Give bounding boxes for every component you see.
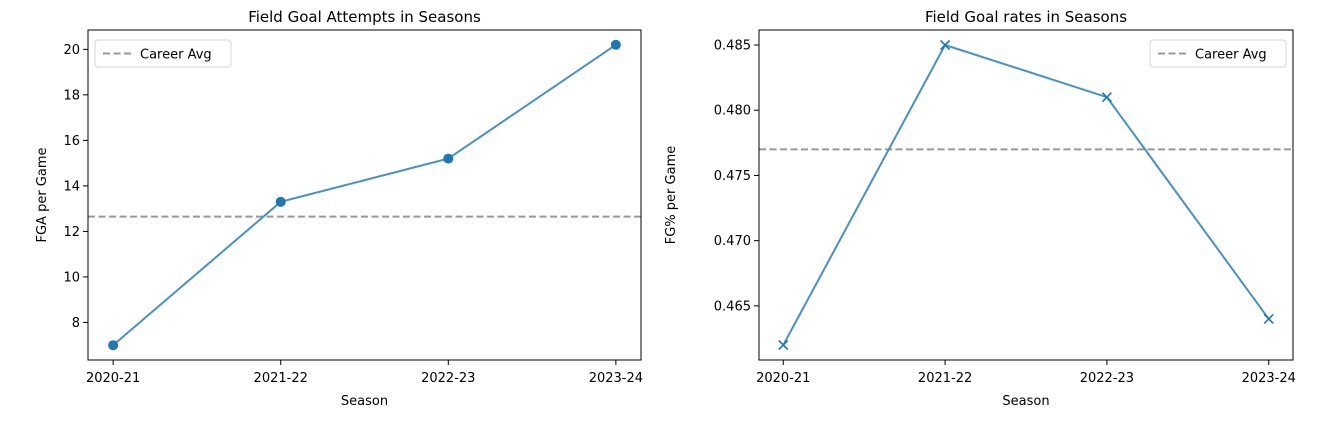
axes-frame bbox=[758, 29, 1294, 361]
axes-frame bbox=[87, 29, 642, 361]
chart-title: Field Goal Attempts in Seasons bbox=[248, 8, 481, 26]
y-tick-label: 18 bbox=[63, 88, 80, 103]
data-point bbox=[1263, 313, 1274, 324]
x-tick-label: 2023-24 bbox=[589, 371, 643, 386]
fga-chart-svg: Field Goal Attempts in Seasons FGA per Ga… bbox=[35, 8, 643, 409]
x-tick-label: 2022-23 bbox=[1080, 371, 1134, 386]
legend-box bbox=[1149, 39, 1287, 68]
y-tick-label: 0.480 bbox=[714, 104, 751, 119]
x-tick-label: 2020-21 bbox=[86, 371, 140, 386]
y-tick-label: 10 bbox=[63, 270, 80, 285]
y-tick-label: 20 bbox=[63, 43, 80, 58]
data-point bbox=[1101, 92, 1112, 103]
data-point-stroke bbox=[1101, 92, 1112, 103]
y-tick-label: 0.470 bbox=[714, 234, 751, 249]
y-tick-label: 14 bbox=[63, 179, 80, 194]
legend-label: Career Avg bbox=[140, 48, 212, 63]
y-axis-label: FGA per Game bbox=[35, 147, 50, 242]
x-tick-label: 2021-22 bbox=[918, 371, 972, 386]
x-tick-label: 2023-24 bbox=[1242, 371, 1296, 386]
data-point bbox=[778, 339, 789, 351]
data-point bbox=[940, 39, 951, 51]
data-point bbox=[275, 196, 286, 207]
y-tick-label: 8 bbox=[72, 316, 80, 331]
x-tick-label: 2020-21 bbox=[756, 371, 810, 386]
x-axis-label: Season bbox=[341, 394, 388, 409]
chart-title: Field Goal rates in Seasons bbox=[925, 8, 1127, 26]
series-line bbox=[782, 43, 1270, 346]
x-tick-label: 2021-22 bbox=[254, 371, 308, 386]
y-axis-label: FG% per Game bbox=[664, 146, 679, 244]
x-axis-label: Season bbox=[1002, 394, 1049, 409]
series-line bbox=[112, 43, 617, 346]
y-tick-label: 0.475 bbox=[714, 169, 751, 184]
data-point bbox=[610, 39, 621, 50]
legend: Career Avg bbox=[1149, 39, 1287, 68]
legend-box bbox=[94, 39, 232, 68]
y-tick-label: 12 bbox=[63, 225, 80, 240]
legend-label: Career Avg bbox=[1195, 48, 1267, 63]
y-tick-label: 0.465 bbox=[714, 299, 751, 314]
data-point-stroke bbox=[940, 39, 951, 51]
legend: Career Avg bbox=[94, 39, 232, 68]
data-point bbox=[443, 153, 454, 164]
data-point-stroke bbox=[1263, 313, 1274, 324]
x-tick-label: 2022-23 bbox=[421, 371, 475, 386]
fg-rate-chart-svg: Field Goal rates in Seasons FG% per Game S… bbox=[664, 8, 1296, 409]
y-tick-label: 16 bbox=[63, 134, 80, 149]
data-point bbox=[108, 340, 119, 351]
data-point-stroke bbox=[778, 339, 789, 351]
fga-chart: Field Goal Attempts in Seasons FGA per Ga… bbox=[0, 0, 662, 420]
fg-rate-chart: Field Goal rates in Seasons FG% per Game S… bbox=[662, 0, 1324, 420]
y-tick-label: 0.485 bbox=[714, 39, 751, 54]
